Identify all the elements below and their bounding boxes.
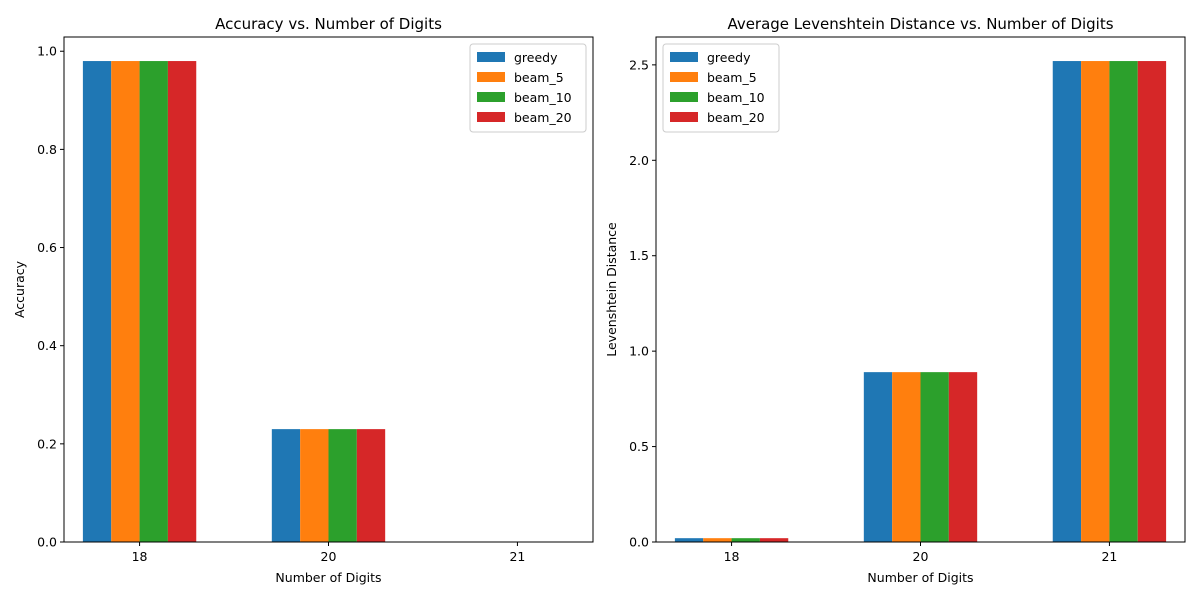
- y-tick-label: 0.0: [37, 535, 57, 550]
- bar-greedy-21: [1052, 61, 1082, 543]
- y-tick-label: 0.2: [37, 436, 57, 451]
- legend-label-beam-20: beam_20: [707, 110, 765, 125]
- legend-label-beam-10: beam_10: [707, 90, 765, 105]
- legend-swatch-beam-10: [670, 92, 698, 102]
- legend-label-beam-5: beam_5: [707, 70, 757, 85]
- bar-beam-10-18: [139, 61, 168, 543]
- y-axis-label: Accuracy: [12, 260, 27, 318]
- x-tick-label: 21: [1101, 549, 1117, 564]
- legend-label-greedy: greedy: [707, 50, 751, 65]
- bar-beam-20-18: [759, 538, 789, 542]
- y-tick-label: 0.5: [629, 439, 649, 454]
- bar-beam-20-18: [167, 61, 197, 543]
- y-tick-label: 0.4: [37, 338, 57, 353]
- legend-label-beam-5: beam_5: [514, 70, 564, 85]
- x-tick-label: 21: [509, 549, 525, 564]
- x-tick-label: 18: [724, 549, 740, 564]
- legend-box: [662, 43, 780, 133]
- chart-title: Accuracy vs. Number of Digits: [215, 15, 442, 33]
- bar-beam-5-18: [703, 538, 732, 542]
- bar-beam-5-21: [1081, 61, 1110, 543]
- bar-greedy-20: [863, 372, 893, 542]
- bar-beam-5-20: [892, 372, 921, 542]
- legend-swatch-beam-20: [670, 112, 698, 122]
- x-tick-label: 18: [132, 549, 148, 564]
- x-tick-label: 20: [913, 549, 929, 564]
- legend-swatch-greedy: [670, 52, 698, 62]
- y-tick-label: 1.0: [37, 44, 57, 59]
- y-tick-label: 0.6: [37, 240, 57, 255]
- y-tick-label: 0.8: [37, 142, 57, 157]
- chart-title: Average Levenshtein Distance vs. Number …: [727, 15, 1113, 33]
- y-axis-label: Levenshtein Distance: [604, 222, 619, 357]
- y-tick-label: 1.5: [629, 248, 649, 263]
- legend-swatch-beam-10: [477, 92, 505, 102]
- legend-box: [469, 43, 587, 133]
- legend-swatch-beam-5: [477, 72, 505, 82]
- y-tick-label: 0.0: [629, 535, 649, 550]
- bar-beam-10-20: [328, 429, 357, 542]
- y-tick-label: 2.5: [629, 57, 649, 72]
- bar-beam-5-18: [111, 61, 140, 543]
- legend-swatch-beam-5: [670, 72, 698, 82]
- bar-greedy-18: [82, 61, 112, 543]
- legend-label-beam-20: beam_20: [514, 110, 572, 125]
- x-axis-label: Number of Digits: [275, 570, 381, 585]
- legend-label-greedy: greedy: [514, 50, 558, 65]
- bar-greedy-18: [674, 538, 704, 542]
- y-tick-label: 2.0: [629, 153, 649, 168]
- bar-beam-20-20: [948, 372, 978, 542]
- legend-swatch-greedy: [477, 52, 505, 62]
- y-tick-label: 1.0: [629, 344, 649, 359]
- bar-beam-10-20: [920, 372, 949, 542]
- x-axis-label: Number of Digits: [867, 570, 973, 585]
- bar-beam-10-18: [731, 538, 760, 542]
- bar-beam-20-21: [1137, 61, 1167, 543]
- legend-label-beam-10: beam_10: [514, 90, 572, 105]
- bar-beam-10-21: [1109, 61, 1138, 543]
- legend-swatch-beam-20: [477, 112, 505, 122]
- bar-greedy-20: [271, 429, 301, 542]
- bar-beam-20-20: [356, 429, 386, 542]
- x-tick-label: 20: [321, 549, 337, 564]
- bar-beam-5-20: [300, 429, 329, 542]
